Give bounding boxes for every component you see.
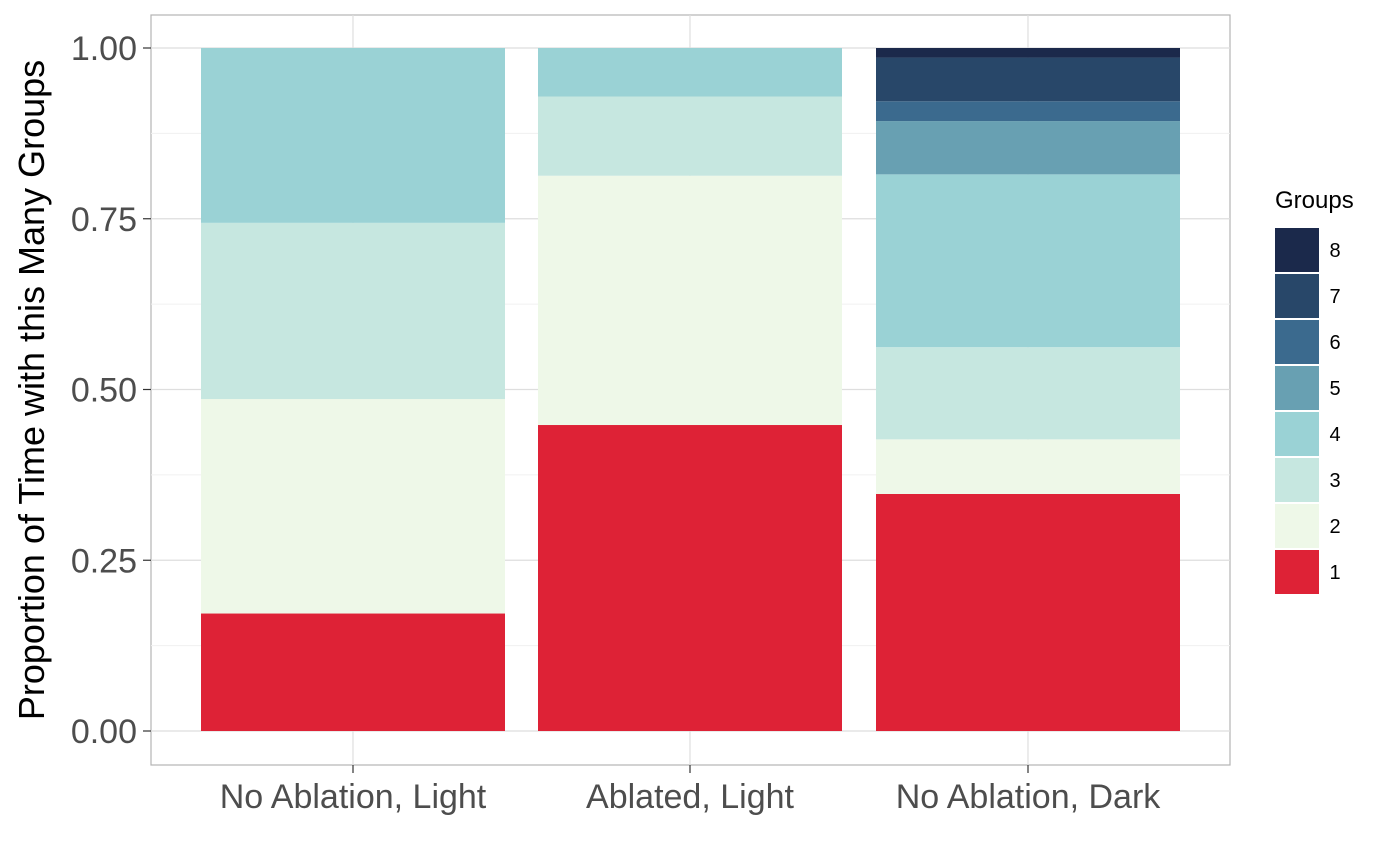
legend-key-3 xyxy=(1275,458,1319,502)
bar-segment-groups-2 xyxy=(876,439,1180,494)
legend-label: 5 xyxy=(1329,378,1340,400)
bar-segment-groups-3 xyxy=(538,96,842,176)
legend-key-5 xyxy=(1275,366,1319,410)
y-tick-label: 0.25 xyxy=(71,542,137,580)
x-tick-label: No Ablation, Light xyxy=(220,778,487,816)
legend: Groups 8 7 6 5 4 3 2 1 xyxy=(1275,187,1354,594)
bar-segment-groups-4 xyxy=(201,48,505,223)
y-tick-label: 0.00 xyxy=(71,713,137,751)
legend-label: 7 xyxy=(1329,286,1340,308)
x-tick-label: Ablated, Light xyxy=(586,778,794,816)
legend-key-7 xyxy=(1275,274,1319,318)
legend-label: 8 xyxy=(1329,240,1340,262)
x-tick-label: No Ablation, Dark xyxy=(896,778,1162,816)
bar-segment-groups-2 xyxy=(201,399,505,614)
bar-segment-groups-4 xyxy=(538,48,842,97)
bar-segment-groups-8 xyxy=(876,48,1180,58)
legend-label: 2 xyxy=(1329,516,1340,538)
bar-segment-groups-5 xyxy=(876,121,1180,175)
bar-segment-groups-6 xyxy=(876,101,1180,122)
bar-segment-groups-4 xyxy=(876,174,1180,348)
legend-label: 4 xyxy=(1329,424,1340,446)
legend-key-1 xyxy=(1275,550,1319,594)
bar-segment-groups-3 xyxy=(876,347,1180,440)
bar-segment-groups-2 xyxy=(538,175,842,426)
bar-segment-groups-3 xyxy=(201,222,505,400)
bar-segment-groups-1 xyxy=(876,493,1180,731)
axes-layer: 0.00 0.25 0.50 0.75 1.00 No Ablation, Light Ab… xyxy=(71,30,1161,816)
legend-label: 1 xyxy=(1329,562,1340,584)
legend-key-8 xyxy=(1275,228,1319,272)
legend-title: Groups xyxy=(1275,187,1354,214)
bars-layer xyxy=(201,48,1180,731)
legend-label: 3 xyxy=(1329,470,1340,492)
legend-label: 6 xyxy=(1329,332,1340,354)
legend-key-4 xyxy=(1275,412,1319,456)
y-tick-label: 0.50 xyxy=(71,372,137,410)
bar-segment-groups-1 xyxy=(538,425,842,731)
y-tick-label: 1.00 xyxy=(71,30,137,68)
y-tick-label: 0.75 xyxy=(71,201,137,239)
legend-key-6 xyxy=(1275,320,1319,364)
y-axis-title: Proportion of Time with this Many Groups xyxy=(11,60,52,720)
legend-key-2 xyxy=(1275,504,1319,548)
bar-segment-groups-1 xyxy=(201,613,505,731)
bar-segment-groups-7 xyxy=(876,57,1180,102)
